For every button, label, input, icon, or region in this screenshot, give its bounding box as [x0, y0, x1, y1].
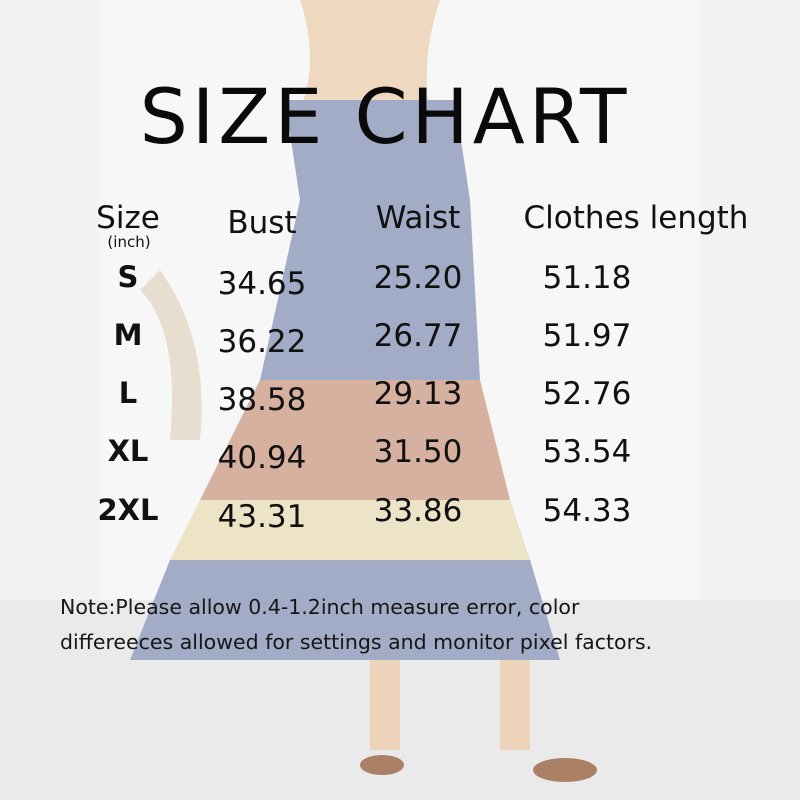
cell-bust: 36.22: [217, 324, 307, 360]
cell-size: S: [117, 260, 139, 294]
cell-size: L: [118, 376, 138, 410]
cell-waist: 31.50: [373, 434, 463, 470]
header-waist: Waist: [375, 200, 461, 236]
cell-size: M: [113, 318, 143, 352]
cell-size: XL: [107, 434, 149, 468]
cell-length: 54.33: [542, 493, 632, 529]
cell-bust: 43.31: [217, 499, 307, 535]
header-bust: Bust: [227, 205, 297, 241]
cell-length: 51.18: [542, 260, 632, 296]
cell-length: 52.76: [542, 376, 632, 412]
page-title: SIZE CHART: [139, 72, 631, 161]
cell-size: 2XL: [97, 493, 159, 527]
cell-waist: 25.20: [373, 260, 463, 296]
cell-waist: 26.77: [373, 318, 463, 354]
cell-length: 53.54: [542, 434, 632, 470]
header-unit: (inch): [107, 233, 151, 251]
cell-bust: 40.94: [217, 440, 307, 476]
cell-length: 51.97: [542, 318, 632, 354]
header-clothes-length: Clothes length: [523, 200, 749, 236]
cell-bust: 38.58: [217, 382, 307, 418]
note-line-2: differeeces allowed for settings and mon…: [60, 630, 653, 654]
note-line-1: Note:Please allow 0.4-1.2inch measure er…: [60, 595, 580, 619]
cell-waist: 33.86: [373, 493, 463, 529]
note: Note:Please allow 0.4-1.2inch measure er…: [60, 590, 652, 660]
header-size: Size: [96, 200, 160, 236]
cell-waist: 29.13: [373, 376, 463, 412]
cell-bust: 34.65: [217, 266, 307, 302]
